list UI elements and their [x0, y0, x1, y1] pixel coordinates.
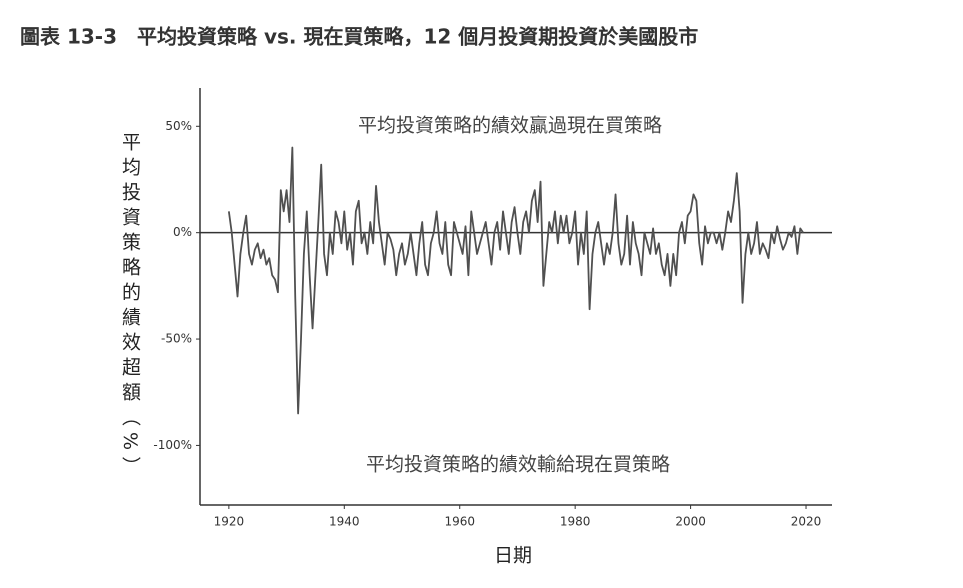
y-tick-label: -100%: [153, 438, 192, 452]
x-axis-label: 日期: [494, 545, 532, 567]
x-tick-label: 2020: [791, 515, 822, 529]
annotation: 平均投資策略的績效輸給現在買策略: [366, 454, 670, 476]
x-tick-label: 1940: [329, 515, 360, 529]
annotation: 平均投資策略的績效贏過現在買策略: [358, 115, 662, 137]
x-tick-label: 1980: [560, 515, 591, 529]
chart-title: 圖表 13-3 平均投資策略 vs. 現在買策略，12 個月投資期投資於美國股市: [20, 25, 698, 49]
y-tick-label: -50%: [161, 332, 192, 346]
x-tick-label: 1960: [444, 515, 475, 529]
x-tick-label: 2000: [675, 515, 706, 529]
x-tick-label: 1920: [214, 515, 245, 529]
y-tick-label: 0%: [173, 225, 192, 239]
data-line: [227, 146, 804, 415]
y-tick-label: 50%: [165, 119, 192, 133]
y-axis-label: 平均投資策略的績效超額（%）: [119, 132, 141, 481]
